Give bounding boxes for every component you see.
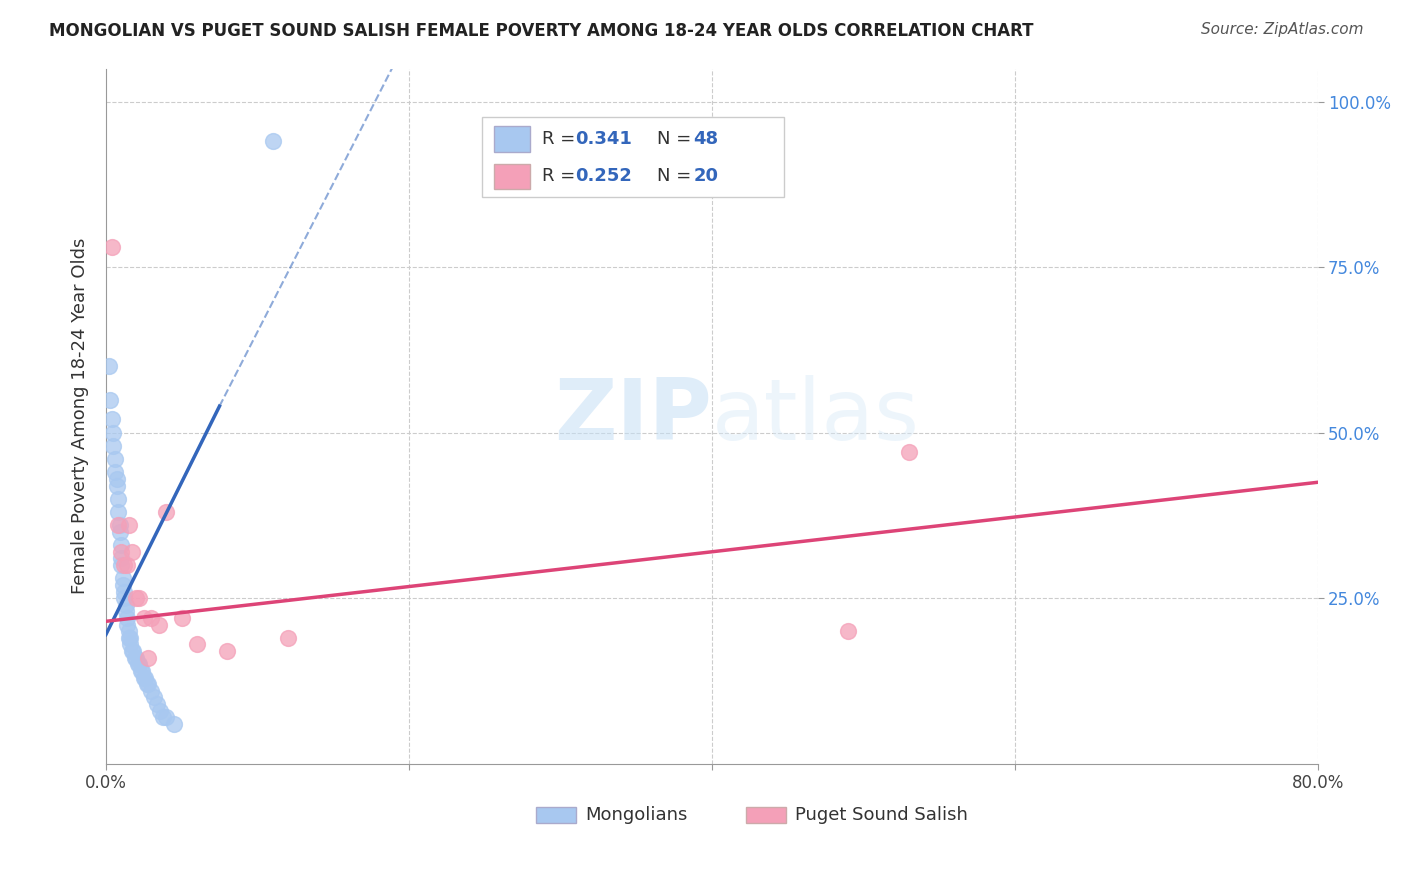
Point <box>897 445 920 459</box>
Point <box>262 134 284 148</box>
Point <box>115 558 138 572</box>
Text: atlas: atlas <box>711 375 920 458</box>
Point <box>163 717 186 731</box>
Point <box>146 697 169 711</box>
Point <box>115 617 138 632</box>
Point <box>110 545 132 559</box>
Point <box>155 505 177 519</box>
Point <box>114 598 136 612</box>
Point <box>120 638 142 652</box>
Point <box>103 439 125 453</box>
Point <box>122 644 145 658</box>
Point <box>121 545 143 559</box>
Point <box>111 578 134 592</box>
Point <box>104 452 127 467</box>
Point <box>149 704 172 718</box>
Point <box>136 677 159 691</box>
Point <box>101 412 124 426</box>
Point <box>217 644 239 658</box>
Point <box>107 505 129 519</box>
FancyBboxPatch shape <box>536 807 576 822</box>
Point <box>112 558 135 572</box>
Point <box>148 617 170 632</box>
Point <box>105 472 128 486</box>
Point <box>135 677 157 691</box>
FancyBboxPatch shape <box>745 807 786 822</box>
Point <box>127 657 149 672</box>
Point <box>134 671 156 685</box>
Point <box>111 571 134 585</box>
Point <box>110 558 132 572</box>
Point <box>117 518 139 533</box>
Point <box>112 584 135 599</box>
Point <box>121 644 143 658</box>
Point <box>104 466 127 480</box>
Point <box>132 671 155 685</box>
Point <box>108 518 131 533</box>
Point <box>170 611 193 625</box>
Text: ZIP: ZIP <box>554 375 711 458</box>
Point <box>103 425 125 440</box>
Point <box>115 611 138 625</box>
Text: MONGOLIAN VS PUGET SOUND SALISH FEMALE POVERTY AMONG 18-24 YEAR OLDS CORRELATION: MONGOLIAN VS PUGET SOUND SALISH FEMALE P… <box>49 22 1033 40</box>
Point <box>186 638 208 652</box>
Point <box>110 538 132 552</box>
Point <box>125 591 148 606</box>
Point <box>128 591 150 606</box>
Point <box>117 624 139 639</box>
Point <box>143 690 166 705</box>
Point <box>155 710 177 724</box>
Y-axis label: Female Poverty Among 18-24 Year Olds: Female Poverty Among 18-24 Year Olds <box>72 238 89 594</box>
Point <box>131 664 153 678</box>
Point <box>100 392 122 407</box>
Text: Mongolians: Mongolians <box>586 806 688 824</box>
Point <box>125 650 148 665</box>
Point <box>124 650 146 665</box>
Point <box>837 624 859 639</box>
Point <box>112 591 135 606</box>
Point <box>277 631 299 645</box>
Point <box>129 664 152 678</box>
Text: Source: ZipAtlas.com: Source: ZipAtlas.com <box>1201 22 1364 37</box>
Point <box>101 240 124 254</box>
Point <box>114 604 136 618</box>
Point <box>120 631 142 645</box>
Point <box>136 650 159 665</box>
Point <box>107 518 129 533</box>
Text: Puget Sound Salish: Puget Sound Salish <box>796 806 969 824</box>
Point <box>141 683 163 698</box>
Point <box>152 710 174 724</box>
Point <box>110 551 132 566</box>
Point <box>117 631 139 645</box>
Point <box>107 491 129 506</box>
Point <box>141 611 163 625</box>
Point <box>108 524 131 539</box>
Point <box>97 359 120 374</box>
Point <box>105 478 128 492</box>
Point <box>132 611 155 625</box>
Point <box>128 657 150 672</box>
